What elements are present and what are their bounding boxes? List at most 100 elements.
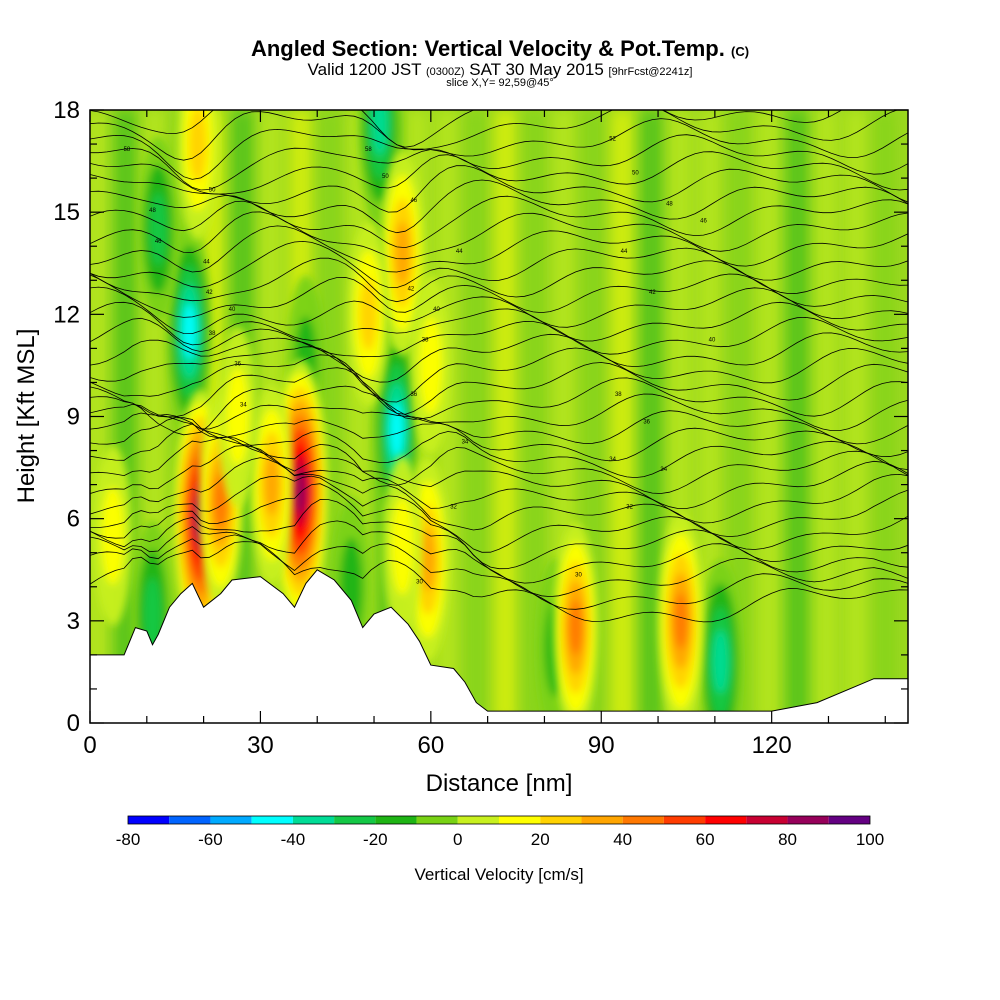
field-band [757,110,779,723]
downdraft-cell [167,226,212,437]
updraft-cell [250,385,293,584]
x-axis-title: Distance [nm] [426,770,573,797]
theta-contour-label: 32 [450,504,457,510]
chart-subtitle: Valid 1200 JST (0300Z) SAT 30 May 2015 [… [0,60,1000,80]
y-tick-label: 15 [53,199,80,226]
theta-contour-line [90,445,908,524]
theta-contour-label: 30 [416,579,423,585]
theta-contour-line [90,354,908,415]
theta-contour-label: 50 [209,188,216,194]
field-band [787,110,808,723]
updraft-cell [411,275,451,456]
theta-contour-line [90,457,908,538]
updraft-cell [657,512,704,723]
updraft-cell [553,522,599,723]
theta-contour-label: 58 [124,147,131,153]
x-tick-label: 0 [83,732,96,759]
theta-contour-line [90,165,908,213]
colorbar-swatch [746,816,788,824]
y-tick-label: 9 [67,404,80,431]
theta-contours [90,110,908,623]
colorbar-swatch [663,816,706,824]
theta-contour-label: 58 [365,147,372,153]
colorbar-swatch [499,816,541,824]
colorbar-tick-label: -20 [363,830,388,849]
colorbar-swatch [705,816,747,824]
theta-contour-label: 34 [609,457,616,463]
updraft-cell [348,221,389,408]
theta-contour-label: 30 [575,573,582,579]
colorbar-swatch [622,816,664,824]
theta-contour-label: 38 [615,392,622,398]
velocity-level [391,496,414,595]
colorbar-swatch [375,816,417,824]
theta-contour-label: 42 [206,290,213,296]
theta-contour-label: 42 [408,286,415,292]
y-axis-title: Height [Kft MSL] [13,329,40,504]
x-tick-label: 90 [588,732,615,759]
theta-contour-line [90,534,908,610]
updraft-cell [93,445,133,626]
theta-contour-line [90,332,908,383]
colorbar-swatch [540,816,582,824]
colorbar-swatch [251,816,293,824]
theta-contour-label: 38 [422,338,429,344]
velocity-level [420,528,436,592]
theta-contour-line [90,417,908,479]
velocity-level [213,474,228,530]
field-band [874,110,896,723]
colorbar-swatch [828,816,870,824]
updraft-layer [93,110,704,723]
theta-contour-label: 50 [632,171,639,177]
valid-utc: (0300Z) [426,66,465,78]
theta-contour-line [90,520,908,598]
theta-contour-line [90,134,908,191]
terrain-mask [90,569,908,723]
colorbar-tick-label: 100 [856,830,884,849]
theta-contour-label: 34 [660,467,667,473]
colorbar-tick-label: 80 [778,830,797,849]
forecast-info: [9hrFcst@2241z] [608,66,693,78]
x-tick-label: 120 [752,732,792,759]
colorbar-tick-label: 60 [696,830,715,849]
theta-contour-line [90,151,908,195]
theta-contour-label: 44 [456,249,463,255]
field-band [465,110,487,723]
theta-contour-line [90,195,908,249]
y-tick-label: 0 [67,710,80,737]
theta-contour-label: 34 [462,440,469,446]
theta-contour-line [90,385,908,436]
field-band [845,110,867,723]
velocity-level [712,630,729,694]
x-tick-label: 30 [247,732,274,759]
colorbar-swatch [787,816,829,824]
colorbar-tick-label: 40 [613,830,632,849]
theta-contour-line [90,403,908,445]
colorbar-tick-label: -60 [198,830,223,849]
field-band [816,110,837,723]
velocity-level [419,316,443,415]
theta-contour-label: 46 [155,239,162,245]
theta-contour-line [90,367,908,420]
theta-contour-line [90,499,908,584]
theta-contour-label: 38 [209,331,216,337]
y-tick-label: 6 [67,506,80,533]
colorbar-frame [127,815,871,825]
colorbar: -80 -60 -40 -20 0 20 40 60 80 100 [116,815,884,849]
colorbar-swatch [128,816,170,824]
theta-contour-labels: 58 50 48 46 44 42 40 38 36 34 58 50 46 44 42 40 38 36 34 32… [124,137,716,586]
field-band [728,110,750,723]
theta-contour-line [90,346,908,403]
velocity-level [359,278,378,351]
colorbar-swatch [334,816,376,824]
theta-contour-line [90,483,908,570]
slice-info: slice X,Y= 92,59@45° [446,77,554,89]
colorbar-swatch [416,816,458,824]
theta-contour-label: 48 [149,208,156,214]
velocity-level [394,221,411,285]
chart-title-main: Angled Section: Vertical Velocity & Pot.… [250,36,725,61]
field-band [115,110,136,723]
x-axis: 0 30 60 90 120 [83,110,886,759]
y-tick-label: 12 [53,301,80,328]
